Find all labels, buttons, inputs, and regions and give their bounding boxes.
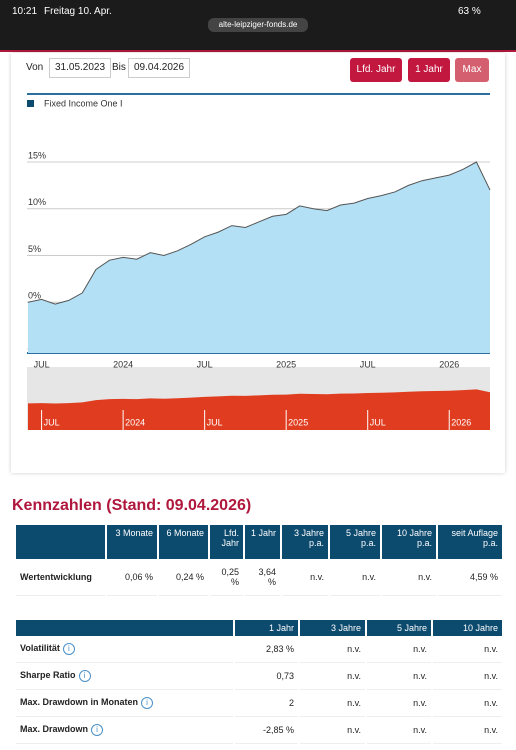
row-label: Max. Drawdown in Monaten i	[16, 690, 233, 717]
cell: n.v.	[300, 663, 365, 690]
x-tick-label: JUL	[360, 359, 376, 369]
row-label: Volatilität i	[16, 636, 233, 663]
cell: n.v.	[367, 690, 431, 717]
header-cell: 1 Jahr	[235, 620, 298, 636]
row: Max. Drawdown i -2,85 % n.v. n.v. n.v.	[16, 717, 502, 744]
url[interactable]: alte-leipziger-fonds.de	[208, 18, 308, 32]
risk-table: 1 Jahr 3 Jahre 5 Jahre 10 Jahre Volatilität i…	[14, 620, 504, 744]
cell: 3,64 %	[245, 559, 280, 596]
cell: 0,25 %	[210, 559, 243, 596]
cell: n.v.	[300, 690, 365, 717]
section-title: Kennzahlen (Stand: 09.04.2026)	[12, 497, 252, 514]
header-cell: 5 Jahre p.a.	[330, 525, 380, 559]
cell: 2,83 %	[235, 636, 298, 663]
time: 10:21	[12, 6, 38, 17]
x-tick-label: 2025	[276, 359, 296, 369]
row: Wertentwicklung 0,06 % 0,24 % 0,25 % 3,64 % n…	[16, 559, 502, 596]
row-label-text: Sharpe Ratio	[20, 670, 76, 680]
area-fill	[28, 162, 490, 353]
cell: n.v.	[367, 717, 431, 744]
header-cell: 6 Monate	[159, 525, 208, 559]
y-tick-label: 0%	[28, 291, 41, 301]
chart: Fixed Income One I 15%10%5%0%-5%JULJUL20…	[27, 93, 491, 430]
navigator-label: JUL	[370, 417, 386, 427]
status-bar: 10:21 Freitag 10. Apr. alte-leipziger-fo…	[0, 0, 516, 52]
performance-table: 3 Monate 6 Monate Lfd. Jahr 1 Jahr 3 Jahre p…	[14, 525, 504, 596]
header-row: 1 Jahr 3 Jahre 5 Jahre 10 Jahre	[16, 620, 502, 636]
cell: n.v.	[300, 717, 365, 744]
navigator-label: JUL	[44, 417, 60, 427]
from-input[interactable]: 31.05.2023	[49, 58, 112, 78]
cell: 2	[235, 690, 298, 717]
row: Sharpe Ratio i 0,73 n.v. n.v. n.v.	[16, 663, 502, 690]
header-cell: 10 Jahre p.a.	[382, 525, 436, 559]
to-label: Bis	[112, 62, 126, 73]
row: Volatilität i 2,83 % n.v. n.v. n.v.	[16, 636, 502, 663]
cell: 0,06 %	[107, 559, 157, 596]
info-icon[interactable]: i	[78, 670, 91, 682]
header-cell	[16, 525, 105, 559]
header-cell: 3 Monate	[107, 525, 157, 559]
header-row: 3 Monate 6 Monate Lfd. Jahr 1 Jahr 3 Jahre p…	[16, 525, 502, 559]
row-label-text: Wertentwicklung	[20, 572, 92, 582]
row-label-text: Volatilität	[20, 643, 60, 653]
cell: n.v.	[282, 559, 328, 596]
row-label: Max. Drawdown i	[16, 717, 233, 744]
from-label: Von	[26, 62, 44, 73]
info-icon[interactable]: i	[91, 724, 104, 736]
cell: -2,85 %	[235, 717, 298, 744]
navigator-label: 2024	[125, 417, 145, 427]
date: Freitag 10. Apr.	[44, 6, 112, 17]
header-cell: 10 Jahre	[433, 620, 502, 636]
header-cell: 1 Jahr	[245, 525, 280, 559]
header-cell: 5 Jahre	[367, 620, 431, 636]
button[interactable]: 1 Jahr	[408, 58, 450, 82]
cell: 0,73	[235, 663, 298, 690]
header-cell: 3 Jahre p.a.	[282, 525, 328, 559]
cell: n.v.	[433, 636, 502, 663]
x-tick-label: 2024	[113, 359, 133, 369]
legend-label: Fixed Income One I	[44, 98, 123, 108]
header-cell	[16, 620, 233, 636]
y-tick-label: 10%	[28, 197, 46, 207]
cell: 0,24 %	[159, 559, 208, 596]
x-tick-label: 2026	[439, 359, 459, 369]
header-cell: 3 Jahre	[300, 620, 365, 636]
cell: n.v.	[367, 636, 431, 663]
area-line	[27, 161, 491, 305]
row-label: Wertentwicklung	[16, 559, 105, 596]
row-label-text: Max. Drawdown	[20, 724, 89, 734]
cell: n.v.	[433, 717, 502, 744]
navigator-area	[28, 389, 490, 430]
cell: 4,59 %	[438, 559, 502, 596]
battery: 63 %	[458, 6, 481, 17]
row-label-text: Max. Drawdown in Monaten	[20, 697, 139, 707]
cell: n.v.	[433, 663, 502, 690]
navigator-label: 2026	[451, 417, 471, 427]
info-icon[interactable]: i	[141, 697, 154, 709]
navigator-label: 2025	[288, 417, 308, 427]
cell: n.v.	[382, 559, 436, 596]
x-tick-label: JUL	[34, 359, 50, 369]
cell: n.v.	[300, 636, 365, 663]
button[interactable]: Max	[455, 58, 489, 82]
cell: n.v.	[433, 690, 502, 717]
row-label: Sharpe Ratio i	[16, 663, 233, 690]
y-tick-label: 15%	[28, 150, 46, 160]
navigator-label: JUL	[207, 417, 223, 427]
info-icon[interactable]: i	[62, 643, 75, 655]
x-tick-label: JUL	[197, 359, 213, 369]
header-cell: seit Auflage p.a.	[438, 525, 502, 559]
row: Max. Drawdown in Monaten i 2 n.v. n.v. n.v.	[16, 690, 502, 717]
legend-swatch	[27, 100, 34, 107]
cell: n.v.	[330, 559, 380, 596]
button[interactable]: Lfd. Jahr	[350, 58, 402, 82]
to-input[interactable]: 09.04.2026	[128, 58, 191, 78]
cell: n.v.	[367, 663, 431, 690]
y-tick-label: 5%	[28, 244, 41, 254]
header-cell: Lfd. Jahr	[210, 525, 243, 559]
